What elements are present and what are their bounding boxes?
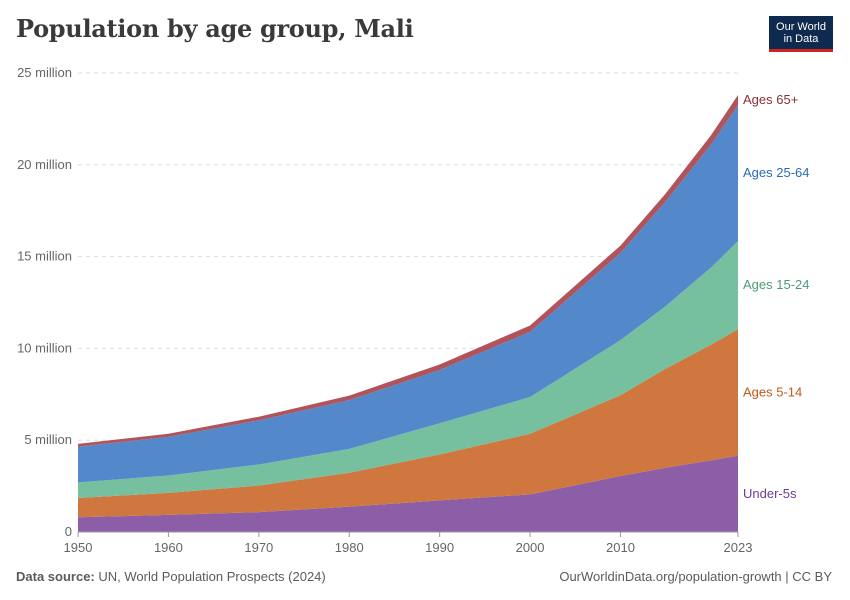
series-label-ages-25-64: Ages 25-64 xyxy=(743,165,810,180)
x-tick-label: 1950 xyxy=(64,540,93,555)
source-url[interactable]: OurWorldinData.org/population-growth | C… xyxy=(559,569,832,584)
y-tick-label: 0 xyxy=(65,524,72,539)
chart-title: Population by age group, Mali xyxy=(16,14,414,43)
source-label: Data source: xyxy=(16,569,95,584)
stacked-area-chart: 0 5 million 10 million 15 million 20 million… xyxy=(17,65,810,555)
y-tick-label: 5 million xyxy=(24,432,72,447)
series-labels: Ages 65+ Ages 25-64 Ages 15-24 Ages 5-14 Und… xyxy=(743,92,810,501)
area-ages-25-64 xyxy=(78,105,738,483)
area-ages-65- xyxy=(78,95,738,447)
x-tick-label: 1970 xyxy=(244,540,273,555)
x-tick-label: 2000 xyxy=(516,540,545,555)
y-tick-label: 15 million xyxy=(17,249,72,264)
series-label-ages-65-: Ages 65+ xyxy=(743,92,798,107)
series-label-ages-5-14: Ages 5-14 xyxy=(743,384,802,399)
y-tick-label: 25 million xyxy=(17,65,72,80)
x-tick-label: 1980 xyxy=(335,540,364,555)
axes: 0 5 million 10 million 15 million 20 million… xyxy=(17,65,752,555)
x-tick-label: 1960 xyxy=(154,540,183,555)
y-tick-label: 20 million xyxy=(17,157,72,172)
area-series xyxy=(78,95,738,532)
x-tick-label: 1990 xyxy=(425,540,454,555)
area-ages-5-14 xyxy=(78,329,738,518)
logo-line-2: in Data xyxy=(783,33,819,45)
x-tick-label: 2010 xyxy=(606,540,635,555)
source-text: UN, World Population Prospects (2024) xyxy=(98,569,326,584)
x-tick-label: 2023 xyxy=(724,540,753,555)
series-label-under-5s: Under-5s xyxy=(743,486,797,501)
y-tick-label: 10 million xyxy=(17,340,72,355)
area-ages-15-24 xyxy=(78,240,738,499)
logo-line-1: Our World xyxy=(776,21,826,33)
data-source: Data source: UN, World Population Prospe… xyxy=(16,569,326,584)
series-label-ages-15-24: Ages 15-24 xyxy=(743,277,810,292)
area-under-5s xyxy=(78,455,738,532)
owid-logo[interactable]: Our World in Data xyxy=(769,16,833,52)
